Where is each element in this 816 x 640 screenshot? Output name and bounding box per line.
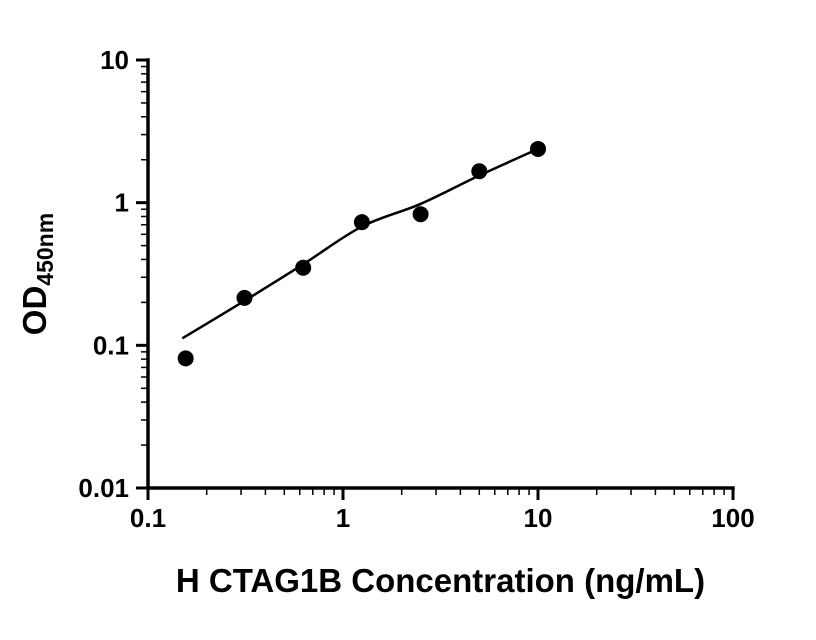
data-point [530, 140, 546, 157]
x-axis-title: H CTAG1B Concentration (ng/mL) [176, 562, 705, 599]
y-tick-label: 0.01 [78, 473, 129, 503]
x-tick-label: 10 [524, 503, 553, 533]
data-point [236, 289, 253, 306]
y-tick-label: 10 [100, 45, 129, 75]
y-tick-label: 1 [115, 188, 129, 218]
x-tick-label: 0.1 [130, 503, 166, 533]
x-tick-label: 100 [711, 503, 754, 533]
fit-curve [181, 147, 539, 340]
y-axis-title-subscript: 450nm [32, 213, 58, 286]
data-point [177, 350, 194, 367]
data-point [471, 163, 488, 180]
data-point [295, 259, 312, 276]
data-point [353, 214, 370, 231]
y-axis-title: OD450nm [16, 213, 58, 335]
x-tick-label: 1 [336, 503, 350, 533]
data-point [412, 206, 429, 223]
y-tick-label: 0.1 [93, 330, 129, 360]
y-axis-title-main: OD [16, 286, 53, 336]
